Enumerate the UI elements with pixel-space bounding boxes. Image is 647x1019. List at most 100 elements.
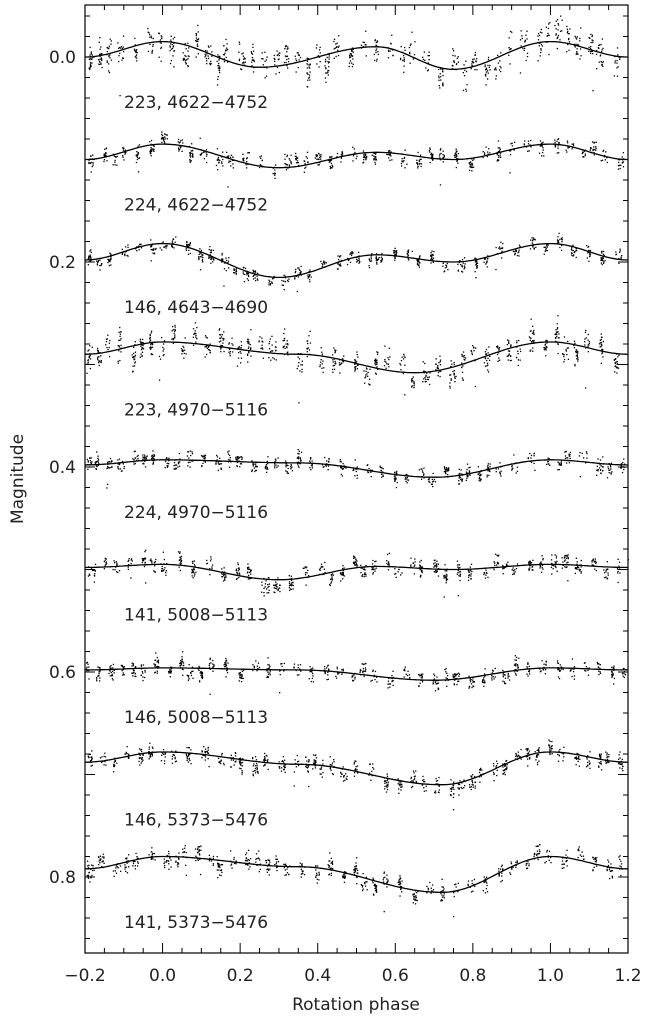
data-point [361, 663, 363, 665]
data-point [228, 267, 230, 269]
data-point [495, 246, 497, 249]
data-point [237, 458, 240, 460]
data-point [332, 365, 334, 367]
data-point [309, 67, 311, 69]
data-point [539, 55, 541, 57]
data-point [497, 154, 499, 157]
data-point [407, 255, 409, 257]
data-point [507, 355, 509, 357]
data-point [574, 342, 576, 344]
data-point [169, 45, 171, 47]
data-point [600, 257, 602, 259]
data-point [199, 252, 201, 254]
data-point [431, 156, 434, 158]
data-point [136, 250, 138, 252]
data-point [616, 367, 619, 369]
data-point [349, 56, 352, 58]
data-point [461, 259, 464, 261]
data-point [118, 346, 120, 348]
data-point [364, 377, 366, 379]
data-point [482, 679, 484, 681]
data-point [207, 346, 210, 348]
data-point [453, 683, 455, 685]
data-point [147, 31, 149, 33]
data-point [587, 351, 589, 353]
data-point [589, 149, 591, 151]
data-point [151, 456, 153, 458]
data-point [176, 464, 178, 466]
data-point [186, 240, 188, 243]
data-point [298, 458, 300, 460]
data-point [418, 673, 420, 676]
data-point [389, 50, 391, 52]
data-point [439, 149, 441, 151]
data-point [443, 596, 445, 598]
data-point [237, 456, 239, 458]
data-point [109, 54, 111, 56]
data-point [142, 344, 144, 347]
data-point [332, 166, 334, 168]
data-point [328, 66, 330, 68]
data-point [462, 262, 464, 264]
data-point [308, 678, 310, 680]
data-point [456, 677, 458, 680]
data-point [134, 354, 137, 356]
data-point [468, 470, 470, 472]
data-point [199, 256, 201, 258]
data-point [420, 158, 422, 160]
data-point [580, 55, 582, 57]
data-point [593, 561, 595, 563]
data-point [351, 49, 353, 51]
data-point [87, 468, 89, 470]
data-point [498, 247, 500, 249]
data-point [484, 357, 487, 360]
data-point [267, 657, 269, 659]
data-point [465, 479, 467, 481]
data-point [459, 579, 461, 582]
data-point [210, 45, 212, 47]
data-point [461, 366, 463, 369]
data-point [198, 258, 200, 261]
data-point [236, 456, 238, 458]
data-point [478, 480, 480, 482]
data-point [422, 673, 424, 675]
data-point [185, 62, 187, 64]
data-point [286, 65, 288, 67]
data-point [297, 463, 299, 465]
data-point [138, 249, 140, 251]
data-point [253, 665, 255, 667]
data-point [282, 284, 284, 286]
data-point [163, 343, 165, 345]
data-point [327, 674, 329, 676]
data-point [222, 339, 224, 341]
data-point [508, 354, 510, 356]
data-point [576, 354, 578, 356]
data-point [419, 561, 421, 563]
data-point [316, 154, 319, 157]
data-point [191, 143, 193, 145]
data-point [575, 37, 577, 39]
data-point [149, 347, 151, 349]
data-point [364, 569, 366, 571]
data-point [430, 252, 432, 254]
data-point [380, 469, 382, 472]
data-point [386, 562, 388, 565]
data-point [301, 360, 303, 362]
data-point [368, 258, 370, 260]
data-point [601, 64, 603, 66]
data-point [342, 574, 344, 576]
data-point [404, 668, 406, 670]
data-point [364, 156, 366, 159]
data-point [518, 249, 520, 251]
data-point [244, 267, 247, 270]
data-point [188, 244, 191, 246]
data-point [238, 457, 241, 459]
data-point [600, 342, 603, 344]
data-point [109, 467, 111, 469]
data-point [310, 668, 312, 671]
data-point [403, 65, 405, 67]
data-point [178, 452, 181, 455]
data-point [431, 478, 433, 481]
data-point [216, 60, 218, 63]
data-point [353, 556, 355, 558]
